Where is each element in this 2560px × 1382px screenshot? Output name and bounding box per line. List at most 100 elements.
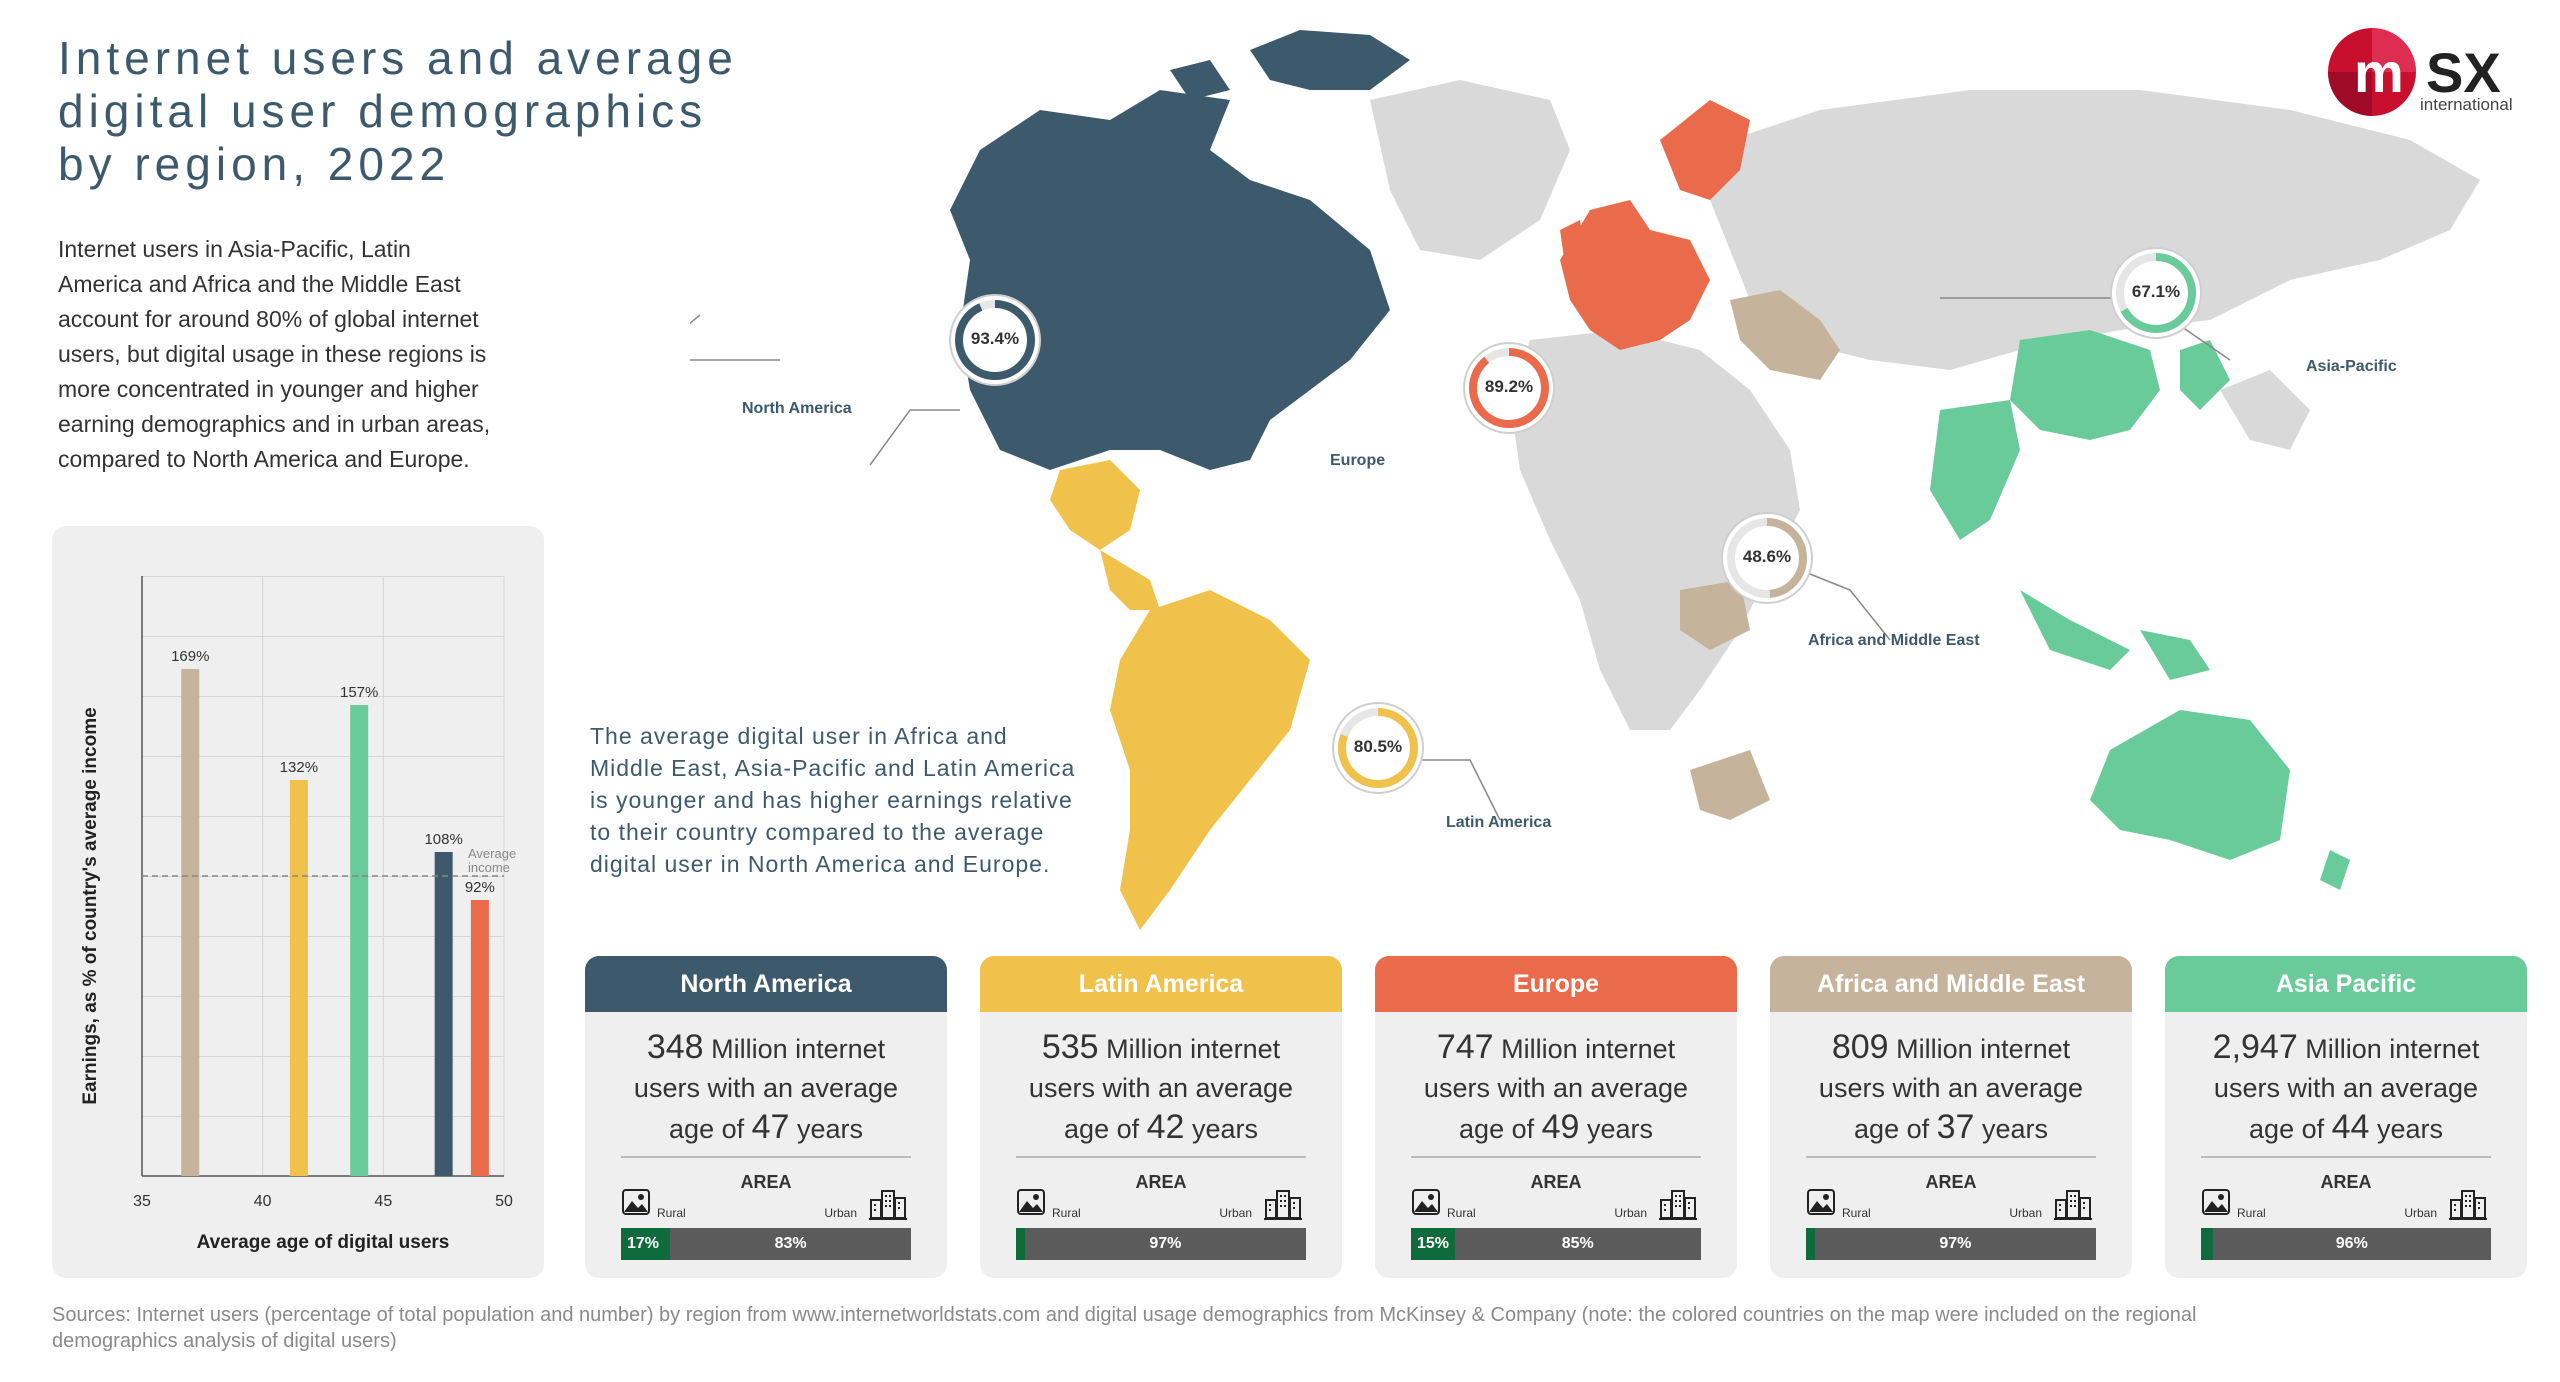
area-label: AREA bbox=[1135, 1172, 1187, 1192]
card-line-age: age of 47 years bbox=[585, 1108, 947, 1149]
region-card: Africa and Middle East 809 Million inter… bbox=[1770, 956, 2132, 1278]
intro-line: users, but digital usage in these region… bbox=[58, 341, 487, 367]
callout-label-north-america: North America bbox=[742, 400, 852, 417]
reference-label: Average bbox=[468, 846, 516, 861]
rural-label: Rural bbox=[2237, 1206, 2266, 1220]
rural-label: Rural bbox=[657, 1206, 686, 1220]
reference-label: income bbox=[468, 860, 510, 875]
callout-ring-af: 48.6% bbox=[1721, 512, 1813, 604]
users-unit: Million internet bbox=[703, 1034, 886, 1064]
area-bar: 97% bbox=[1806, 1228, 2096, 1260]
rural-share-fill bbox=[1806, 1228, 1815, 1260]
bar-value-label: 108% bbox=[424, 831, 462, 848]
card-line-2: users with an average bbox=[633, 1073, 899, 1103]
intro-line: account for around 80% of global interne… bbox=[58, 306, 479, 332]
insight-text: The average digital user in Africa and M… bbox=[590, 720, 1110, 880]
average-age: 37 bbox=[1936, 1108, 1975, 1146]
bar-value-label: 92% bbox=[465, 879, 495, 896]
bar-europe bbox=[470, 900, 489, 1176]
urban-buildings-icon bbox=[1659, 1190, 1697, 1220]
divider bbox=[2201, 1156, 2491, 1158]
callout-percent: 89.2% bbox=[1484, 377, 1534, 396]
area-label: AREA bbox=[740, 1172, 792, 1192]
age-suffix: years bbox=[2369, 1114, 2443, 1144]
average-age: 44 bbox=[2331, 1108, 2370, 1146]
insight-line: to their country compared to the average bbox=[590, 819, 1045, 845]
users-unit: Million internet bbox=[1493, 1034, 1676, 1064]
insight-line: Middle East, Asia-Pacific and Latin Amer… bbox=[590, 755, 1076, 781]
card-line-age: age of 49 years bbox=[1375, 1108, 1737, 1149]
title-line: Internet users and average bbox=[58, 32, 738, 84]
logo-brand-text: SX bbox=[2426, 41, 2501, 104]
callout-ring-na: 93.4% bbox=[949, 294, 1041, 386]
age-suffix: years bbox=[1579, 1114, 1653, 1144]
insight-line: is younger and has higher earnings relat… bbox=[590, 787, 1073, 813]
rural-landscape-icon bbox=[1017, 1189, 1045, 1215]
intro-line: compared to North America and Europe. bbox=[58, 446, 470, 472]
card-line-2: users with an average bbox=[1818, 1073, 2084, 1103]
callout-percent: 93.4% bbox=[970, 329, 1020, 348]
age-suffix: years bbox=[1974, 1114, 2048, 1144]
average-age: 42 bbox=[1146, 1108, 1185, 1146]
urban-buildings-icon bbox=[2449, 1190, 2487, 1220]
urban-share-label: 83% bbox=[774, 1235, 807, 1252]
divider bbox=[1411, 1156, 1701, 1158]
users-unit: Million internet bbox=[1098, 1034, 1281, 1064]
urban-share-label: 96% bbox=[2335, 1235, 2368, 1252]
card-line-users: 747 Million internet bbox=[1375, 1028, 1737, 1069]
area-label: AREA bbox=[1530, 1172, 1582, 1192]
bar-latin-america bbox=[289, 780, 308, 1176]
urban-share-label: 97% bbox=[1149, 1235, 1182, 1252]
rural-share-fill bbox=[1016, 1228, 1025, 1260]
bar-north-america bbox=[434, 852, 453, 1176]
page-title: Internet users and average digital user … bbox=[58, 32, 818, 191]
rural-landscape-icon bbox=[1412, 1189, 1440, 1215]
urban-label: Urban bbox=[824, 1206, 857, 1220]
rural-label: Rural bbox=[1842, 1206, 1871, 1220]
age-suffix: years bbox=[1184, 1114, 1258, 1144]
msx-logo: m SX international bbox=[2326, 20, 2556, 130]
area-label: AREA bbox=[2320, 1172, 2372, 1192]
card-header: Latin America bbox=[980, 956, 1342, 1012]
users-unit: Million internet bbox=[2297, 1034, 2480, 1064]
region-card: Asia Pacific 2,947 Million internet user… bbox=[2165, 956, 2527, 1278]
age-prefix: age of bbox=[1854, 1114, 1937, 1144]
title-line: digital user demographics bbox=[58, 85, 708, 137]
region-card: Latin America 535 Million internet users… bbox=[980, 956, 1342, 1278]
urban-buildings-icon bbox=[2054, 1190, 2092, 1220]
rural-share-label: 15% bbox=[1417, 1235, 1450, 1252]
x-tick-label: 45 bbox=[374, 1193, 392, 1210]
users-count: 348 bbox=[646, 1028, 704, 1066]
urban-buildings-icon bbox=[869, 1190, 907, 1220]
insight-line: digital user in North America and Europe… bbox=[590, 851, 1051, 877]
card-header: Africa and Middle East bbox=[1770, 956, 2132, 1012]
intro-line: Internet users in Asia-Pacific, Latin bbox=[58, 236, 411, 262]
area-bar: 17% 83% bbox=[621, 1228, 911, 1260]
callout-label-asia-pacific: Asia-Pacific bbox=[2306, 358, 2397, 375]
card-line-2: users with an average bbox=[2213, 1073, 2479, 1103]
svg-text:m: m bbox=[2354, 41, 2404, 104]
average-age: 47 bbox=[751, 1108, 790, 1146]
region-card: North America 348 Million internet users… bbox=[585, 956, 947, 1278]
card-stats: 747 Million internet users with an avera… bbox=[1375, 1012, 1737, 1149]
card-header: Asia Pacific bbox=[2165, 956, 2527, 1012]
callout-ring-ap: 67.1% bbox=[2110, 247, 2202, 339]
map-asia-pacific bbox=[1930, 330, 2350, 890]
map-latin-america bbox=[1050, 460, 1310, 930]
rural-label: Rural bbox=[1052, 1206, 1081, 1220]
sources-line: Sources: Internet users (percentage of t… bbox=[52, 1304, 2197, 1326]
rural-landscape-icon bbox=[1807, 1189, 1835, 1215]
region-card: Europe 747 Million internet users with a… bbox=[1375, 956, 1737, 1278]
map-africa-middle-east bbox=[1680, 290, 1840, 820]
urban-share-label: 97% bbox=[1939, 1235, 1972, 1252]
callout-label-latin-america: Latin America bbox=[1446, 814, 1552, 831]
map-north-america bbox=[950, 30, 1410, 470]
average-age: 49 bbox=[1541, 1108, 1580, 1146]
urban-share-label: 85% bbox=[1561, 1235, 1594, 1252]
card-line-users: 348 Million internet bbox=[585, 1028, 947, 1069]
rural-share-fill bbox=[1411, 1228, 1455, 1260]
age-prefix: age of bbox=[1459, 1114, 1542, 1144]
bar-value-label: 157% bbox=[340, 684, 378, 701]
rural-label: Rural bbox=[1447, 1206, 1476, 1220]
area-bar: 15% 85% bbox=[1411, 1228, 1701, 1260]
